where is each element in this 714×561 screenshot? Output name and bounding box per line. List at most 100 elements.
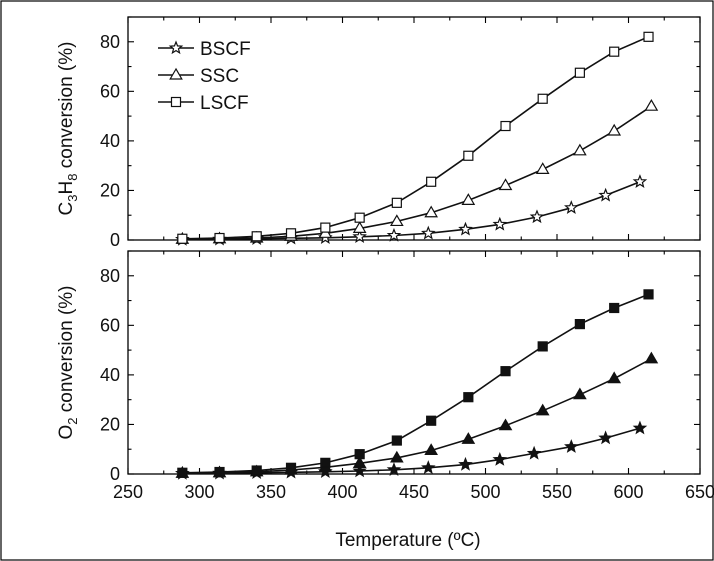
top-data-point-bscf — [386, 227, 402, 242]
bottom-data-point-ssc — [352, 456, 367, 468]
top-data-point-bscf — [458, 221, 473, 236]
top-y-tick-label: 80 — [100, 32, 120, 52]
bottom-x-tick-label: 350 — [256, 482, 286, 502]
top-y-axis-label: C3H8 conversion (%) — [56, 42, 80, 216]
bottom-y-tick-label: 20 — [100, 414, 120, 434]
bottom-data-point-ssc — [498, 418, 513, 431]
top-data-point-ssc — [389, 214, 404, 227]
legend-marker-lscf — [170, 96, 182, 108]
bottom-x-tick-label: 550 — [542, 482, 572, 502]
bottom-data-point-bscf — [632, 420, 648, 435]
bottom-data-point-bscf — [458, 456, 473, 471]
bottom-data-point-ssc — [535, 403, 550, 416]
bottom-data-point-lscf — [609, 302, 620, 314]
bottom-data-point-lscf — [251, 465, 262, 476]
bottom-data-point-bscf — [564, 439, 579, 453]
bottom-y-tick-label: 80 — [100, 266, 120, 286]
bottom-data-point-lscf — [574, 318, 585, 330]
bottom-data-point-bscf — [421, 460, 436, 474]
bottom-data-point-lscf — [177, 467, 188, 478]
legend-label-bscf: BSCF — [200, 39, 251, 60]
top-data-point-lscf — [177, 233, 188, 244]
top-data-point-ssc — [352, 221, 367, 233]
top-y-tick-label: 20 — [100, 180, 120, 200]
bottom-data-point-lscf — [285, 462, 297, 473]
top-data-point-bscf — [421, 225, 436, 240]
top-data-point-lscf — [320, 222, 331, 233]
bottom-x-tick-label: 450 — [399, 482, 429, 502]
bottom-data-point-ssc — [644, 351, 659, 364]
top-data-point-lscf — [537, 93, 548, 104]
bottom-data-point-bscf — [492, 451, 508, 466]
bottom-data-point-lscf — [537, 341, 548, 352]
top-data-point-lscf — [643, 31, 654, 42]
legend-marker-ssc — [169, 67, 183, 80]
bottom-y-tick-label: 0 — [110, 464, 120, 484]
top-series-line-lscf — [182, 36, 649, 240]
legend-label-lscf: LSCF — [200, 93, 249, 114]
bottom-x-tick-label: 500 — [470, 482, 500, 502]
top-data-point-lscf — [285, 228, 297, 239]
bottom-data-point-ssc — [424, 443, 439, 456]
top-series-line-ssc — [182, 105, 652, 241]
bottom-data-point-bscf — [352, 463, 367, 478]
top-data-point-ssc — [573, 143, 587, 156]
legend-marker-bscf — [168, 40, 184, 55]
top-y-tick-label: 40 — [100, 131, 120, 151]
bottom-data-point-ssc — [461, 432, 476, 444]
top-data-point-bscf — [632, 174, 648, 188]
bottom-data-point-lscf — [214, 466, 225, 478]
bottom-series-line-ssc — [182, 358, 652, 475]
bottom-data-point-lscf — [643, 289, 654, 300]
top-data-point-ssc — [644, 99, 659, 111]
bottom-panel: 0 20 40 60 80 250 300 350 400 450 500 550 600 650 O2 c… — [56, 250, 714, 502]
top-data-point-ssc — [607, 123, 622, 136]
top-data-point-bscf — [598, 187, 613, 202]
bottom-y-axis-label: O2 conversion (%) — [56, 285, 80, 439]
top-panel: 0 20 40 60 80 C3H8 conversion (%) BSCF SSC LSCF — [56, 16, 701, 250]
top-data-point-lscf — [354, 212, 365, 223]
top-data-point-ssc — [498, 178, 513, 191]
top-data-point-lscf — [463, 150, 474, 161]
top-data-point-lscf — [574, 67, 585, 78]
bottom-y-tick-label: 60 — [100, 315, 120, 335]
bottom-x-tick-label: 250 — [113, 482, 143, 502]
top-y-tick-label: 60 — [100, 81, 120, 101]
bottom-data-point-bscf — [598, 430, 613, 445]
top-data-point-ssc — [535, 162, 550, 174]
bottom-data-point-lscf — [500, 366, 511, 377]
bottom-data-point-ssc — [607, 371, 622, 384]
bottom-data-point-bscf — [526, 445, 542, 460]
bottom-data-point-bscf — [386, 462, 402, 476]
bottom-x-tick-label: 600 — [613, 482, 643, 502]
legend-label-ssc: SSC — [200, 66, 239, 87]
bottom-x-tick-label: 300 — [184, 482, 214, 502]
bottom-data-point-ssc — [389, 450, 404, 463]
bottom-data-point-ssc — [573, 387, 587, 400]
bottom-x-tick-label: 400 — [327, 482, 357, 502]
top-data-point-lscf — [251, 231, 262, 242]
top-data-point-ssc — [461, 193, 476, 205]
bottom-data-point-lscf — [320, 457, 331, 468]
top-data-point-bscf — [492, 216, 508, 231]
top-data-point-lscf — [426, 176, 437, 187]
bottom-y-tick-label: 40 — [100, 365, 120, 385]
bottom-data-point-lscf — [391, 435, 402, 446]
bottom-data-point-lscf — [426, 415, 437, 426]
x-axis-label: Temperature (ºC) — [335, 530, 480, 551]
bottom-data-point-lscf — [354, 449, 365, 460]
bottom-data-point-lscf — [463, 392, 474, 403]
bottom-series-line-lscf — [182, 293, 649, 474]
top-data-point-bscf — [529, 209, 545, 224]
top-series-line-bscf — [182, 181, 641, 241]
bottom-x-tick-label: 650 — [685, 482, 714, 502]
top-data-point-ssc — [424, 205, 439, 218]
top-y-tick-label: 0 — [110, 230, 120, 250]
top-data-point-bscf — [352, 229, 367, 243]
top-data-point-lscf — [391, 197, 402, 208]
top-data-point-lscf — [609, 46, 620, 57]
top-data-point-lscf — [500, 120, 511, 132]
bottom-series-line-bscf — [182, 427, 641, 475]
top-data-point-bscf — [564, 200, 579, 214]
